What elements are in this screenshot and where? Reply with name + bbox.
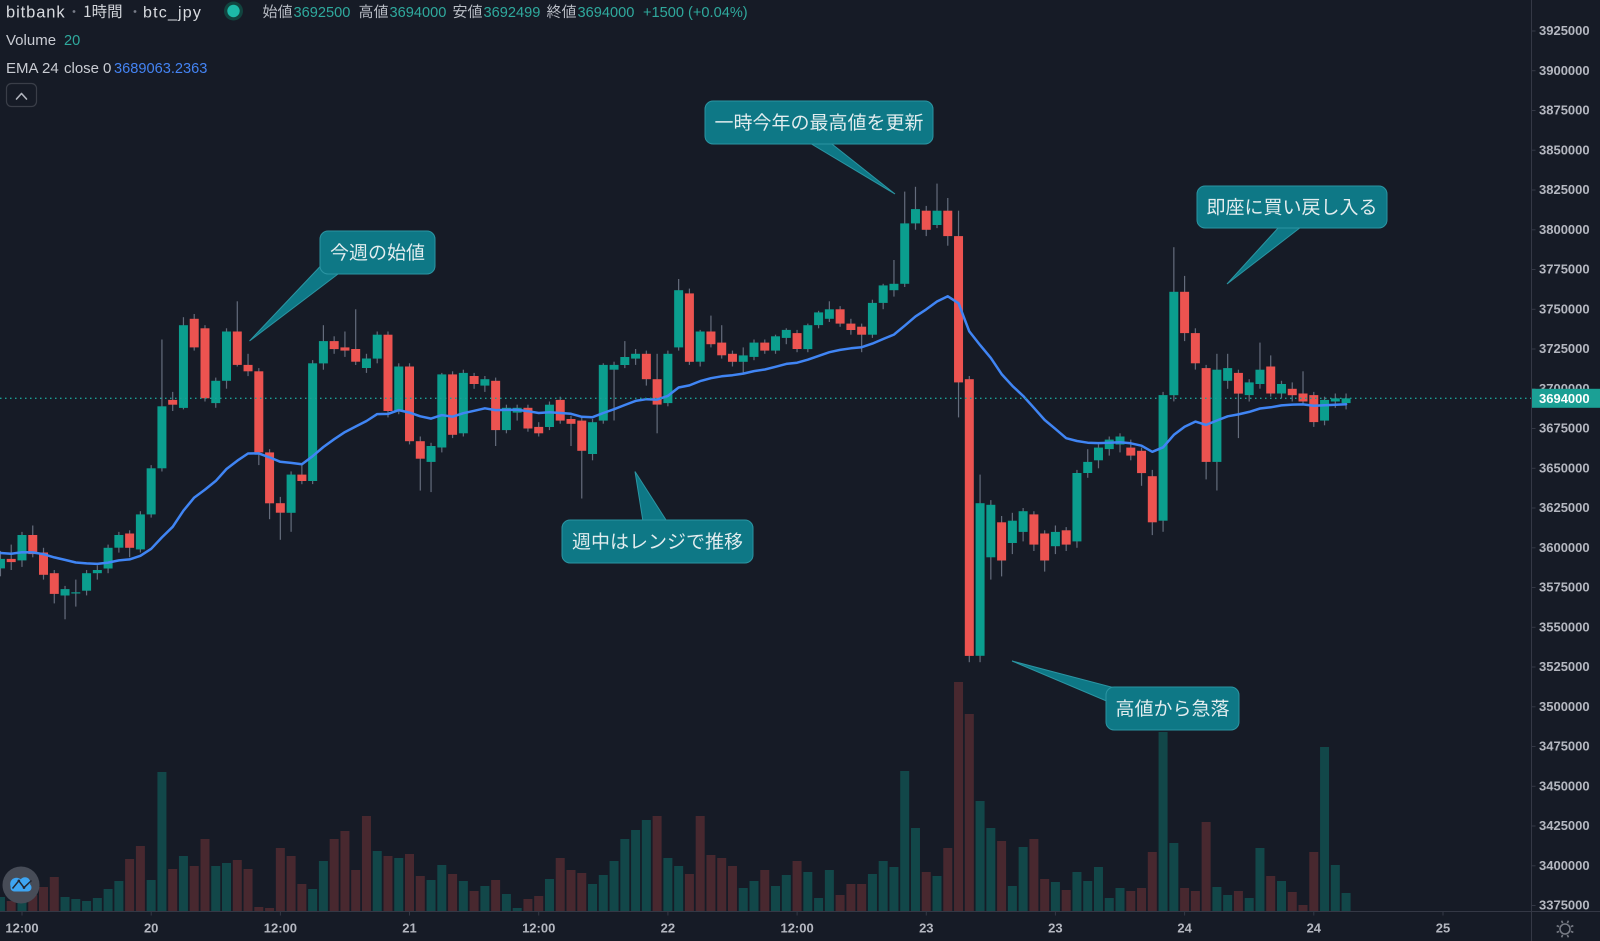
svg-text:3550000: 3550000 (1539, 620, 1590, 635)
svg-text:3525000: 3525000 (1539, 659, 1590, 674)
svg-text:23: 23 (1048, 921, 1062, 936)
svg-text:3575000: 3575000 (1539, 580, 1590, 595)
svg-text:+1500 (+0.04%): +1500 (+0.04%) (643, 5, 748, 21)
svg-text:3750000: 3750000 (1539, 302, 1590, 317)
svg-text:3692500: 3692500 (294, 5, 351, 21)
svg-text:3694000: 3694000 (390, 5, 447, 21)
svg-text:3800000: 3800000 (1539, 222, 1590, 237)
svg-text:21: 21 (402, 921, 416, 936)
svg-text:3475000: 3475000 (1539, 739, 1590, 754)
svg-text:3775000: 3775000 (1539, 262, 1590, 277)
svg-text:23: 23 (919, 921, 933, 936)
svg-text:24: 24 (42, 60, 59, 77)
svg-text:EMA: EMA (6, 60, 39, 77)
svg-text:12:00: 12:00 (264, 921, 297, 936)
svg-text:3694000: 3694000 (1539, 391, 1590, 406)
svg-text:3500000: 3500000 (1539, 699, 1590, 714)
svg-text:Volume: Volume (6, 32, 56, 49)
svg-text:3850000: 3850000 (1539, 142, 1590, 157)
svg-text:3694000: 3694000 (578, 5, 635, 21)
svg-text:24: 24 (1307, 921, 1322, 936)
svg-text:3600000: 3600000 (1539, 540, 1590, 555)
svg-text:3689063.2363: 3689063.2363 (114, 61, 207, 77)
svg-text:12:00: 12:00 (780, 921, 813, 936)
svg-text:3875000: 3875000 (1539, 103, 1590, 118)
svg-text:3400000: 3400000 (1539, 858, 1590, 873)
svg-text:25: 25 (1436, 921, 1450, 936)
svg-text:3450000: 3450000 (1539, 779, 1590, 794)
svg-text:24: 24 (1177, 921, 1192, 936)
svg-text:3692499: 3692499 (484, 5, 541, 21)
svg-text:3625000: 3625000 (1539, 500, 1590, 515)
svg-text:12:00: 12:00 (5, 921, 38, 936)
svg-text:bitbank: bitbank (6, 4, 66, 22)
svg-text:0: 0 (103, 60, 111, 77)
svg-text:3900000: 3900000 (1539, 63, 1590, 78)
svg-text:btc_jpy: btc_jpy (143, 5, 202, 22)
svg-text:3725000: 3725000 (1539, 341, 1590, 356)
svg-text:22: 22 (661, 921, 675, 936)
svg-text:3650000: 3650000 (1539, 461, 1590, 476)
svg-text:20: 20 (144, 921, 158, 936)
svg-text:close: close (64, 60, 99, 77)
svg-text:3425000: 3425000 (1539, 818, 1590, 833)
svg-text:3675000: 3675000 (1539, 421, 1590, 436)
svg-text:12:00: 12:00 (522, 921, 555, 936)
svg-text:3925000: 3925000 (1539, 23, 1590, 38)
svg-text:20: 20 (64, 33, 80, 49)
svg-text:3375000: 3375000 (1539, 898, 1590, 913)
svg-text:3825000: 3825000 (1539, 182, 1590, 197)
